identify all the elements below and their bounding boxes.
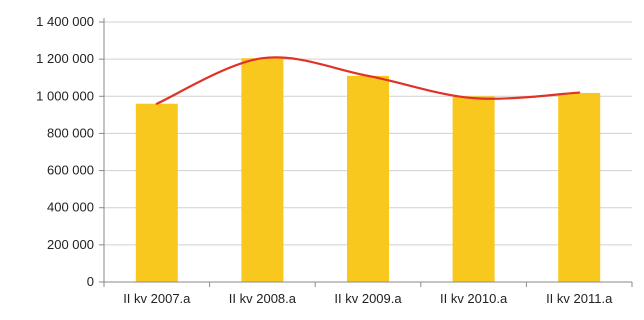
bar (135, 103, 178, 282)
x-tick-label: II kv 2009.a (334, 291, 402, 306)
axes (99, 18, 633, 287)
bars (135, 58, 601, 283)
y-tick-label: 200 000 (47, 237, 94, 252)
y-tick-label: 0 (87, 274, 94, 289)
y-tick-label: 400 000 (47, 200, 94, 215)
y-tick-label: 600 000 (47, 163, 94, 178)
x-tick-label: II kv 2008.a (229, 291, 297, 306)
bar (347, 75, 389, 282)
y-tick-label: 1 200 000 (36, 51, 94, 66)
trendline (155, 56, 581, 105)
x-tick-labels: II kv 2007.a II kv 2008.a II kv 2009.a II k… (123, 291, 613, 306)
y-tick-label: 800 000 (47, 125, 94, 140)
y-tick-label: 1 400 000 (36, 14, 94, 29)
x-tick-label: II kv 2011.a (546, 291, 613, 306)
y-tick-labels: 0 200 000 400 000 600 000 800 000 1 000 000 1 … (36, 14, 94, 289)
x-tick-label: II kv 2007.a (123, 291, 191, 306)
trendline-group (155, 56, 581, 105)
bar (452, 96, 495, 283)
y-tick-label: 1 000 000 (36, 88, 94, 103)
x-tick-label: II kv 2010.a (440, 291, 508, 306)
bar (241, 58, 284, 282)
bar (558, 92, 601, 282)
